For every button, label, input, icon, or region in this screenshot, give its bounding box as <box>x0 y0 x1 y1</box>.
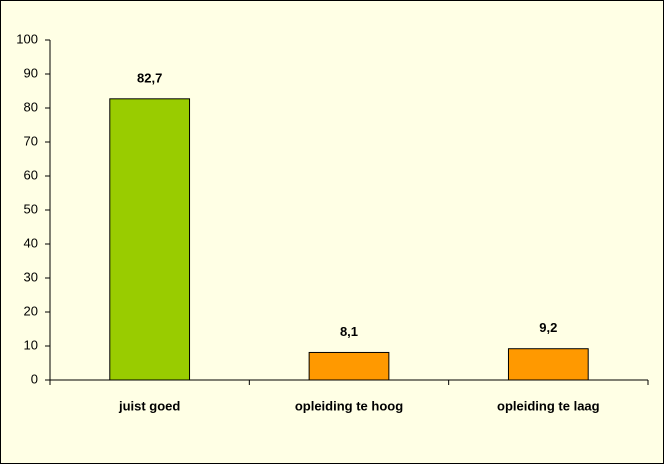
y-tick-label: 40 <box>24 235 38 250</box>
x-tick-label: juist goed <box>118 398 180 413</box>
x-tick-label: opleiding te laag <box>497 398 600 413</box>
value-label: 82,7 <box>137 70 162 85</box>
x-tick-label: opleiding te hoog <box>295 398 403 413</box>
y-tick-label: 80 <box>24 99 38 114</box>
y-tick-label: 20 <box>24 303 38 318</box>
value-label: 8,1 <box>340 324 358 339</box>
y-tick-label: 30 <box>24 269 38 284</box>
bar <box>507 348 589 381</box>
y-tick-label: 50 <box>24 201 38 216</box>
bar <box>308 351 390 381</box>
y-tick-label: 60 <box>24 167 38 182</box>
y-tick-label: 90 <box>24 65 38 80</box>
y-tick-label: 100 <box>16 31 38 46</box>
y-tick-label: 0 <box>31 371 38 386</box>
y-tick-label: 10 <box>24 337 38 352</box>
value-label: 9,2 <box>539 320 557 335</box>
y-tick-label: 70 <box>24 133 38 148</box>
bar <box>109 98 191 381</box>
